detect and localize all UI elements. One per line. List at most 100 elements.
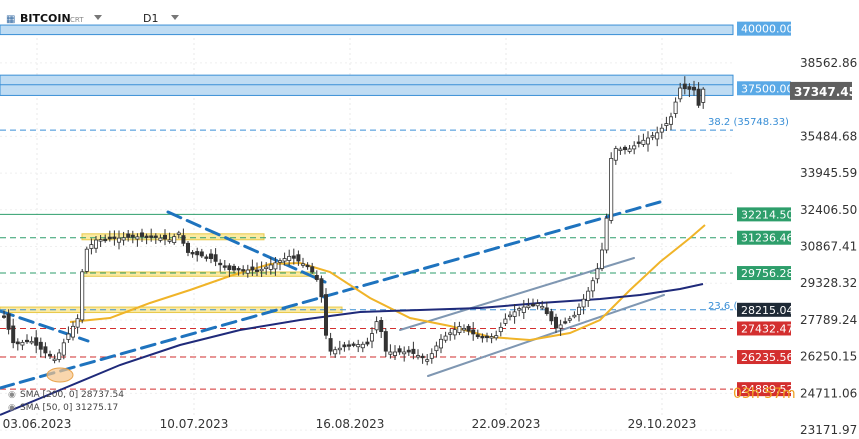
candle-body bbox=[692, 86, 697, 91]
sma200-legend: SMA [200, 0] 28737.54 bbox=[20, 390, 124, 400]
candle-body bbox=[512, 311, 517, 317]
candle-body bbox=[517, 308, 522, 311]
sma50-line bbox=[69, 224, 706, 342]
level-badge bbox=[737, 230, 791, 245]
candle-body bbox=[577, 306, 582, 316]
level-value: 24889.52 bbox=[741, 383, 794, 396]
trend-line bbox=[0, 200, 662, 390]
level-value: 26235.56 bbox=[741, 351, 794, 364]
candle-body bbox=[503, 318, 508, 324]
level-badge bbox=[737, 81, 791, 96]
candle-body bbox=[34, 337, 39, 346]
candle-body bbox=[669, 116, 674, 125]
y-tick-label: 38562.86 bbox=[800, 56, 857, 70]
candle-body bbox=[650, 135, 655, 138]
candle-body bbox=[38, 341, 43, 350]
candle-body bbox=[319, 278, 324, 298]
candle-body bbox=[204, 256, 209, 259]
candle-body bbox=[673, 101, 678, 114]
candle-body bbox=[572, 314, 577, 318]
x-tick-label: 03.06.2023 bbox=[3, 417, 72, 431]
candle-body bbox=[475, 334, 480, 338]
x-tick-label: 29.10.2023 bbox=[628, 417, 697, 431]
symbol-dropdown-icon[interactable] bbox=[94, 15, 102, 20]
y-tick-label: 29328.32 bbox=[800, 276, 857, 290]
candle-body bbox=[103, 238, 108, 242]
candle-body bbox=[425, 359, 430, 362]
fib-label: 23.6 ( bbox=[708, 301, 737, 312]
candle-body bbox=[300, 263, 305, 266]
candle-body bbox=[310, 266, 315, 273]
eye-icon[interactable]: ◉ bbox=[8, 390, 16, 400]
level-badge bbox=[737, 321, 791, 336]
candle-body bbox=[664, 123, 669, 126]
level-value: 32214.50 bbox=[741, 208, 794, 221]
level-lines bbox=[0, 129, 733, 390]
level-labels: 40000.00 37500.00 38.2 (35748.33) 32214.50 3… bbox=[708, 21, 857, 397]
candle-body bbox=[250, 266, 255, 271]
timeframe-dropdown-icon[interactable] bbox=[171, 15, 179, 20]
x-tick-label: 16.08.2023 bbox=[316, 417, 385, 431]
candle-body bbox=[314, 275, 319, 280]
sma50-legend: SMA [50, 0] 31275.17 bbox=[20, 403, 118, 413]
candle-body bbox=[167, 239, 172, 242]
current-price-value: 37347.45 bbox=[794, 85, 857, 99]
candle-body bbox=[342, 344, 347, 348]
candles bbox=[2, 76, 706, 366]
candle-body bbox=[328, 338, 333, 352]
candle-body bbox=[195, 251, 200, 256]
candle-body bbox=[277, 260, 282, 263]
level-value: 27432.47 bbox=[741, 322, 794, 335]
candle-body bbox=[531, 303, 536, 307]
fib-label: 38.2 (35748.33) bbox=[708, 117, 789, 128]
yellow-zone bbox=[81, 271, 315, 277]
candle-body bbox=[411, 348, 416, 354]
candle-body bbox=[600, 249, 605, 269]
candle-body bbox=[438, 338, 443, 349]
candle-body bbox=[388, 351, 393, 355]
price-zones bbox=[0, 24, 734, 314]
candle-body bbox=[581, 298, 586, 308]
candle-body bbox=[466, 325, 471, 332]
candle-body bbox=[337, 347, 342, 351]
time-axis: 03.06.2023 10.07.2023 16.08.2023 22.09.2023… bbox=[3, 417, 697, 431]
candle-body bbox=[471, 329, 476, 335]
candle-body bbox=[259, 268, 264, 272]
eye-icon[interactable]: ◉ bbox=[8, 403, 16, 413]
level-value: 29756.28 bbox=[741, 267, 794, 280]
candle-body bbox=[526, 305, 531, 309]
candle-body bbox=[521, 306, 526, 313]
candle-body bbox=[535, 303, 540, 307]
highlight-ellipse bbox=[46, 367, 74, 383]
trend-line bbox=[399, 257, 635, 331]
candle-body bbox=[181, 235, 186, 244]
candle-body bbox=[636, 141, 641, 144]
candle-body bbox=[333, 349, 338, 355]
y-tick-label: 24711.06 bbox=[800, 386, 857, 400]
candle-body bbox=[222, 265, 227, 268]
candle-body bbox=[646, 137, 651, 145]
candle-body bbox=[24, 339, 29, 343]
candle-body bbox=[696, 88, 701, 106]
candle-body bbox=[586, 290, 591, 301]
candle-body bbox=[43, 346, 48, 354]
candle-body bbox=[149, 235, 154, 238]
candle-body bbox=[351, 343, 356, 346]
candle-body bbox=[98, 239, 103, 242]
candle-body bbox=[420, 355, 425, 359]
candle-body bbox=[365, 341, 370, 345]
symbol-label[interactable]: BITCOIN bbox=[20, 12, 71, 25]
candle-body bbox=[613, 148, 618, 161]
candle-body bbox=[429, 353, 434, 359]
candle-body bbox=[89, 244, 94, 249]
level-badge bbox=[737, 21, 791, 36]
candle-body bbox=[80, 271, 85, 321]
candle-body bbox=[52, 358, 57, 361]
timeframe-label[interactable]: D1 bbox=[143, 12, 158, 25]
level-badge bbox=[737, 382, 791, 397]
candle-body bbox=[489, 336, 494, 339]
trend-lines bbox=[0, 200, 665, 390]
candle-body bbox=[374, 321, 379, 331]
candle-body bbox=[71, 325, 76, 338]
